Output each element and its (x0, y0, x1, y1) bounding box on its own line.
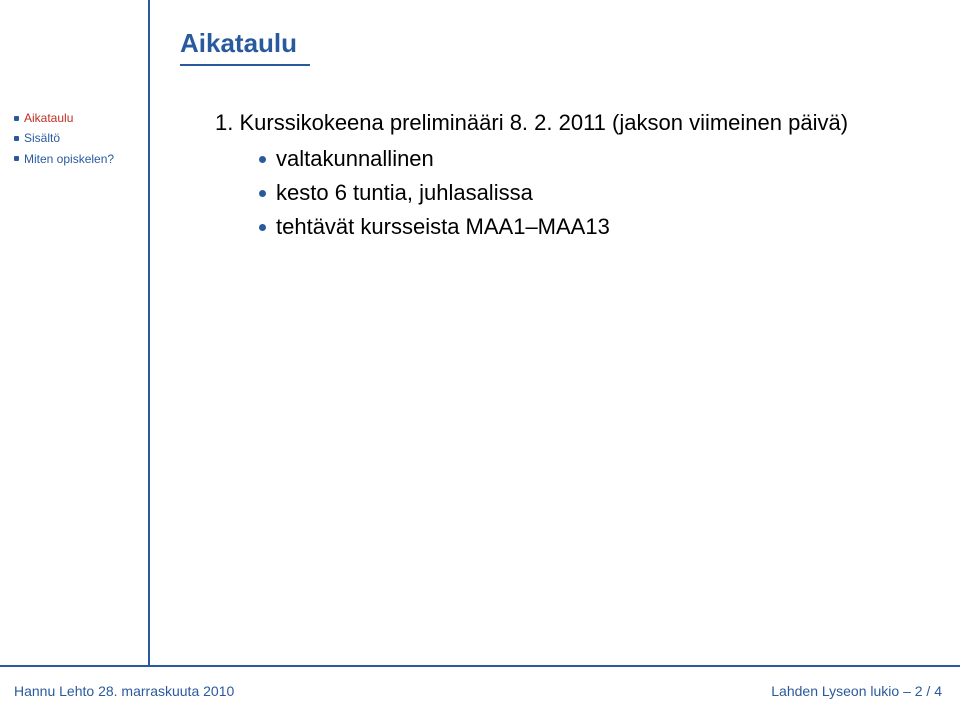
sidebar-item-label: Sisältö (24, 128, 60, 148)
list-item: valtakunnallinen (259, 142, 915, 176)
sidebar-item-label: Aikataulu (24, 108, 73, 128)
page-title: Aikataulu (180, 28, 297, 59)
list-item: tehtävät kursseista MAA1–MAA13 (259, 210, 915, 244)
bullet-icon (259, 224, 266, 231)
sidebar-item-miten[interactable]: Miten opiskelen? (14, 149, 140, 169)
list-item: kesto 6 tuntia, juhlasalissa (259, 176, 915, 210)
list-item-text: kesto 6 tuntia, juhlasalissa (276, 176, 533, 210)
bullet-icon (14, 136, 19, 141)
content-bullet-list: valtakunnallinen kesto 6 tuntia, juhlasa… (259, 142, 915, 244)
list-item-text: valtakunnallinen (276, 142, 434, 176)
vertical-rule (148, 0, 150, 665)
main-content: 1. Kurssikokeena preliminääri 8. 2. 2011… (215, 110, 915, 244)
bullet-icon (259, 156, 266, 163)
bullet-icon (259, 190, 266, 197)
footer-left: Hannu Lehto 28. marraskuuta 2010 (14, 683, 234, 699)
footer: Hannu Lehto 28. marraskuuta 2010 Lahden … (0, 683, 960, 699)
sidebar-item-aikataulu[interactable]: Aikataulu (14, 108, 140, 128)
sidebar-item-sisalto[interactable]: Sisältö (14, 128, 140, 148)
title-underline (180, 64, 310, 66)
bullet-icon (14, 116, 19, 121)
list-item-text: tehtävät kursseista MAA1–MAA13 (276, 210, 610, 244)
horizontal-rule (0, 665, 960, 667)
content-heading-line: 1. Kurssikokeena preliminääri 8. 2. 2011… (215, 110, 915, 136)
sidebar: Aikataulu Sisältö Miten opiskelen? (14, 108, 140, 169)
bullet-icon (14, 156, 19, 161)
footer-right: Lahden Lyseon lukio – 2 / 4 (771, 683, 942, 699)
sidebar-item-label: Miten opiskelen? (24, 149, 114, 169)
